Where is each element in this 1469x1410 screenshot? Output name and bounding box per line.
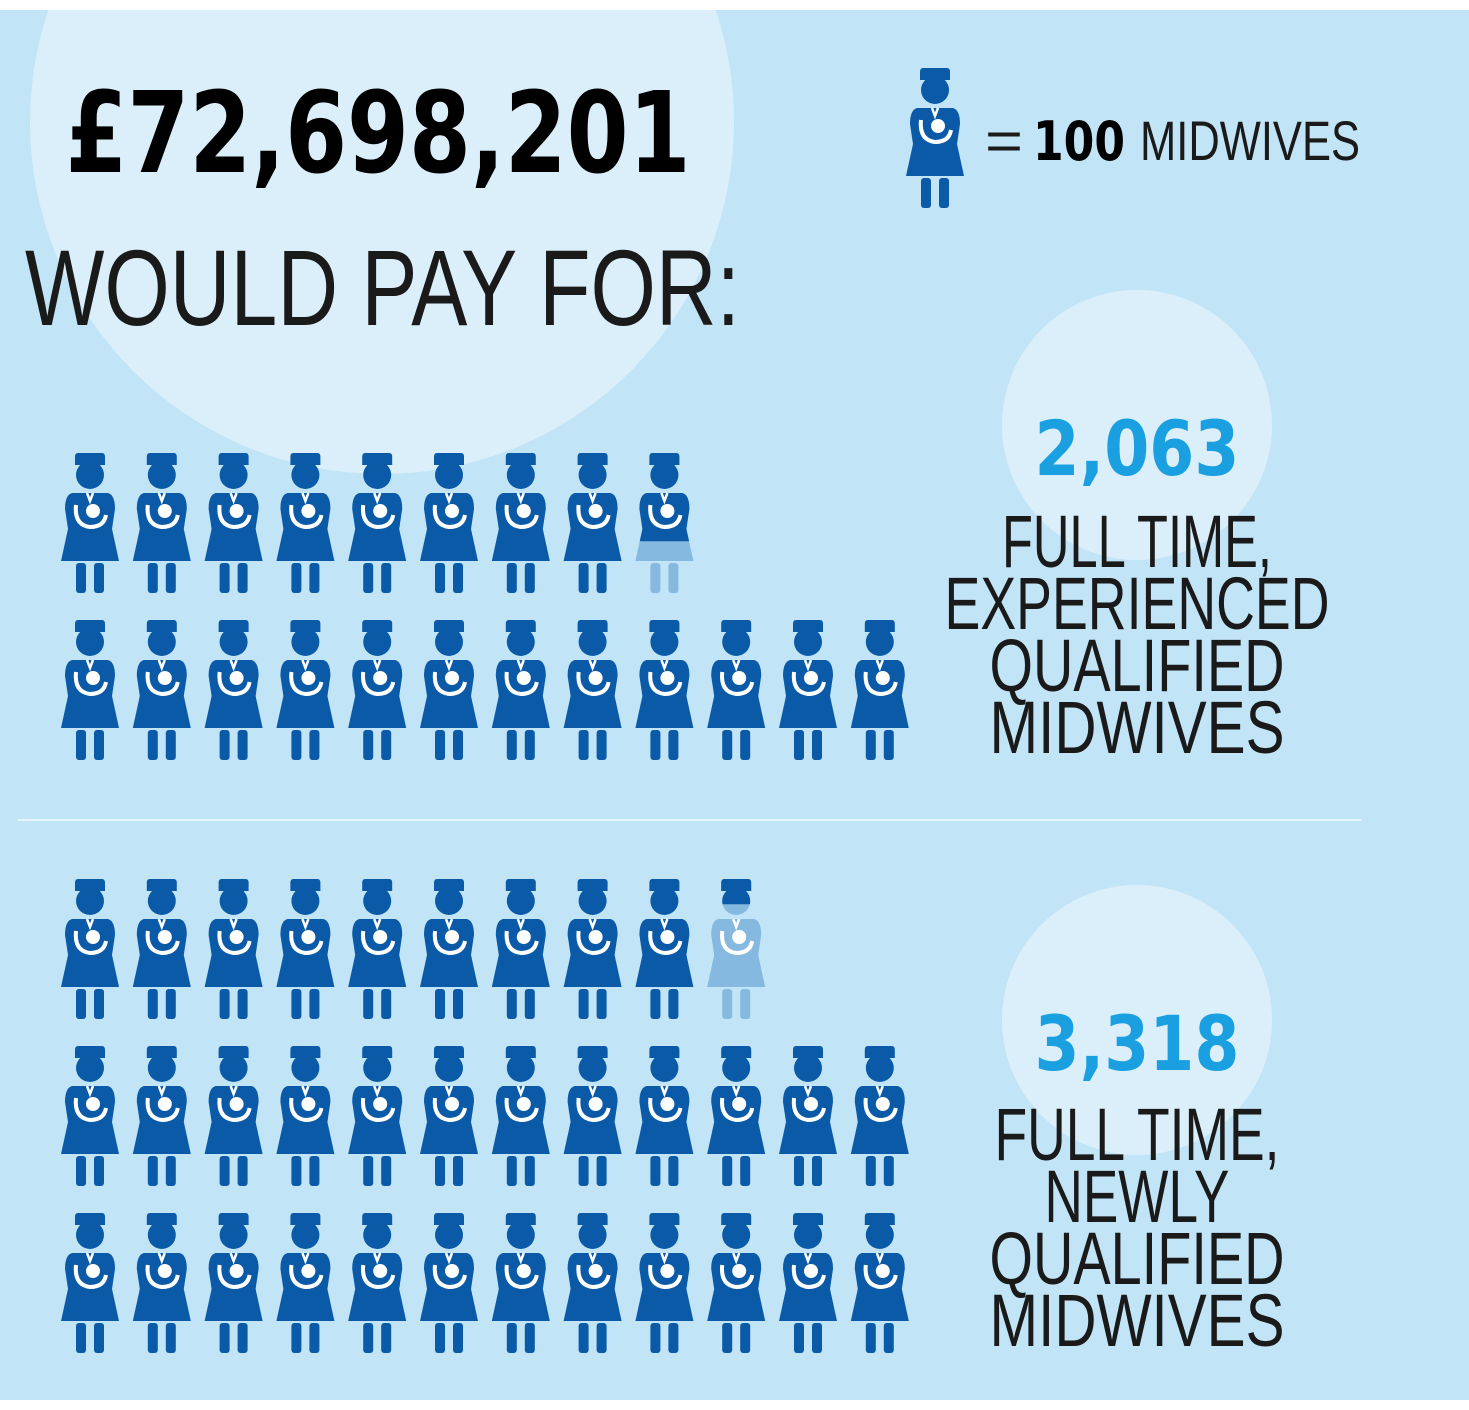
section-label: QUALIFIED bbox=[990, 624, 1285, 707]
section-number: 2,063 bbox=[1035, 404, 1240, 493]
key-equals: = bbox=[985, 109, 1023, 172]
section-label: FULL TIME, bbox=[995, 1093, 1280, 1176]
title: £72,698,201 bbox=[66, 69, 691, 199]
section-number: 3,318 bbox=[1035, 999, 1240, 1088]
section-label: MIDWIVES bbox=[990, 1279, 1285, 1362]
section-label: MIDWIVES bbox=[990, 686, 1285, 769]
section-label: QUALIFIED bbox=[990, 1217, 1285, 1300]
section-label: NEWLY bbox=[1045, 1155, 1230, 1238]
key-label: MIDWIVES bbox=[1140, 109, 1360, 172]
key-unit: 100 bbox=[1033, 110, 1125, 173]
subtitle: WOULD PAY FOR: bbox=[25, 227, 740, 348]
title-circle bbox=[30, 0, 734, 474]
top-margin bbox=[0, 0, 1469, 10]
section-label: FULL TIME, bbox=[1002, 500, 1272, 583]
section-label: EXPERIENCED bbox=[945, 562, 1330, 645]
number-circle bbox=[1002, 290, 1272, 560]
number-circle bbox=[1002, 885, 1272, 1155]
